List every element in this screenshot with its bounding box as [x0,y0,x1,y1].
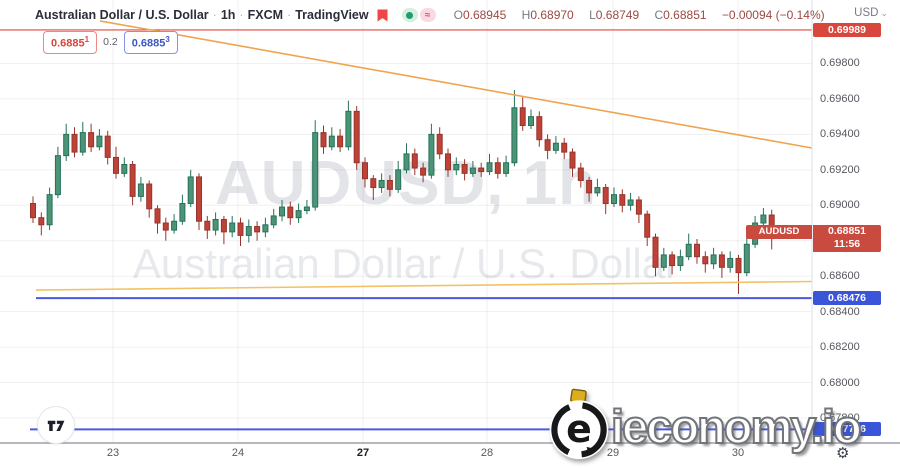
last-price-symbol-badge: AUDUSD [746,224,812,239]
chevron-down-icon: ⌄ [880,8,888,18]
symbol-title[interactable]: Australian Dollar / U.S. Dollar · 1h · FXCM ·… [35,8,369,22]
flag-bookmark-icon[interactable] [377,9,388,22]
price-axis-label: 0.69000 [820,199,860,212]
buy-price-button[interactable]: 0.68853 [123,31,178,54]
price-axis-label: 0.68600 [820,270,860,283]
time-axis-label: 23 [106,447,120,459]
approx-data-icon[interactable]: ≈ [419,8,436,22]
ohlc-readout: O0.68945 H0.68970 L0.68749 C0.68851 −0.0… [453,8,825,22]
sell-price-button[interactable]: 0.68851 [43,31,98,54]
low-value: 0.68749 [595,8,640,22]
price-axis-label: 0.69200 [820,163,860,176]
spread-value: 0.2 [103,36,118,49]
platform-label: TradingView [295,8,369,22]
market-status-icon[interactable] [401,8,418,22]
close-value: 0.68851 [663,8,707,22]
price-axis-label: 0.68200 [820,341,860,354]
tradingview-logo[interactable] [37,406,75,444]
support-price-badge: 0.68476 [813,291,881,306]
interval-label: 1h [220,8,236,22]
time-axis-label: 24 [231,447,245,459]
price-axis-label: 0.69600 [820,92,860,105]
exchange-label: FXCM [247,8,284,22]
resistance-price-badge: 0.69989 [813,22,881,37]
price-axis-label: 0.67800 [820,412,860,424]
time-axis-label: 28 [480,447,494,459]
change-value: −0.00094 (−0.14%) [721,8,825,22]
price-axis-label: 0.69800 [820,57,860,70]
high-value: 0.68970 [530,8,574,22]
lower-support-price-badge: 0.67736 [813,422,881,437]
last-price-badge: 0.68851 11:56 [813,224,881,252]
bid-ask-row: 0.68851 0.2 0.68853 [43,31,178,54]
last-price-time: 11:56 [833,238,861,251]
price-axis-label: 0.69400 [820,128,860,141]
open-value: 0.68945 [462,8,507,22]
gear-icon[interactable]: ⚙ [836,445,850,462]
tv-logo-glyph [47,420,64,431]
time-axis-label: 27 [356,447,370,459]
currency-selector[interactable]: USD ⌄ [854,7,888,19]
price-axis-label: 0.68400 [820,305,860,318]
price-axis-label: 0.68000 [820,376,860,389]
time-axis-label: 29 [606,447,620,459]
time-axis-label: 30 [731,447,745,459]
chart-legend-toolbar: Australian Dollar / U.S. Dollar · 1h · FXCM ·… [35,6,831,24]
